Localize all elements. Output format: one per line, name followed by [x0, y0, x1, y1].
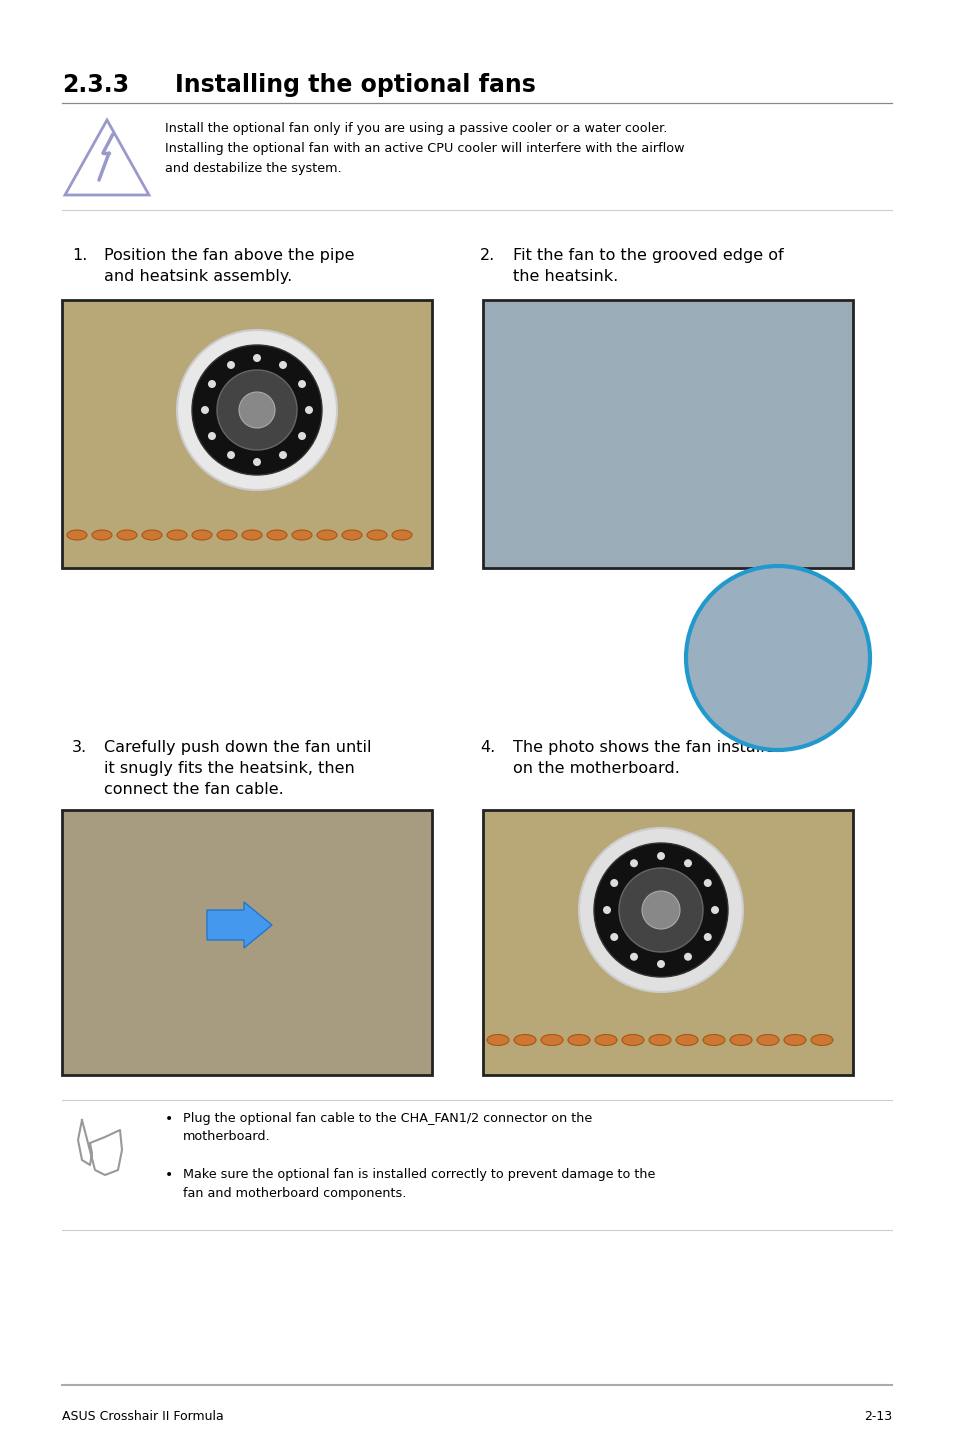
- Text: Install the optional fan only if you are using a passive cooler or a water coole: Install the optional fan only if you are…: [165, 122, 667, 135]
- Ellipse shape: [810, 1034, 832, 1045]
- Ellipse shape: [486, 1034, 509, 1045]
- Circle shape: [703, 879, 711, 887]
- Circle shape: [710, 906, 719, 915]
- Ellipse shape: [783, 1034, 805, 1045]
- Circle shape: [239, 393, 274, 429]
- Text: Plug the optional fan cable to the CHA_FAN1/2 connector on the
motherboard.: Plug the optional fan cable to the CHA_F…: [183, 1112, 592, 1143]
- Circle shape: [305, 406, 313, 414]
- Ellipse shape: [267, 531, 287, 541]
- Ellipse shape: [167, 531, 187, 541]
- FancyArrow shape: [207, 902, 272, 948]
- Text: Fit the fan to the grooved edge of
the heatsink.: Fit the fan to the grooved edge of the h…: [513, 247, 782, 283]
- Circle shape: [201, 406, 209, 414]
- Circle shape: [278, 452, 287, 459]
- Text: Carefully push down the fan until
it snugly fits the heatsink, then
connect the : Carefully push down the fan until it snu…: [104, 741, 371, 797]
- Bar: [62, 301, 432, 568]
- Circle shape: [192, 345, 322, 475]
- Circle shape: [629, 953, 638, 961]
- Ellipse shape: [67, 531, 87, 541]
- Circle shape: [703, 933, 711, 940]
- Text: 1.: 1.: [71, 247, 88, 263]
- Text: 2-13: 2-13: [863, 1411, 891, 1424]
- Circle shape: [683, 860, 691, 867]
- Ellipse shape: [341, 531, 361, 541]
- Circle shape: [177, 329, 336, 490]
- Circle shape: [610, 933, 618, 940]
- Circle shape: [297, 431, 306, 440]
- Circle shape: [253, 457, 261, 466]
- Ellipse shape: [292, 531, 312, 541]
- Circle shape: [278, 361, 287, 370]
- Ellipse shape: [216, 531, 236, 541]
- Ellipse shape: [316, 531, 336, 541]
- Text: and destabilize the system.: and destabilize the system.: [165, 162, 341, 175]
- Circle shape: [227, 452, 234, 459]
- Text: 2.3.3: 2.3.3: [62, 73, 129, 96]
- Bar: [62, 810, 432, 1076]
- Text: The photo shows the fan installed
on the motherboard.: The photo shows the fan installed on the…: [513, 741, 784, 777]
- Circle shape: [594, 843, 727, 976]
- Circle shape: [216, 370, 296, 450]
- Circle shape: [629, 860, 638, 867]
- Text: Position the fan above the pipe
and heatsink assembly.: Position the fan above the pipe and heat…: [104, 247, 355, 283]
- Text: 3.: 3.: [71, 741, 87, 755]
- Circle shape: [657, 851, 664, 860]
- Circle shape: [657, 961, 664, 968]
- Ellipse shape: [367, 531, 387, 541]
- Circle shape: [578, 828, 742, 992]
- Ellipse shape: [514, 1034, 536, 1045]
- Ellipse shape: [242, 531, 262, 541]
- Bar: [482, 301, 852, 568]
- Text: Installing the optional fan with an active CPU cooler will interfere with the ai: Installing the optional fan with an acti…: [165, 142, 684, 155]
- Circle shape: [208, 431, 215, 440]
- Circle shape: [297, 380, 306, 388]
- Ellipse shape: [621, 1034, 643, 1045]
- Ellipse shape: [540, 1034, 562, 1045]
- Ellipse shape: [595, 1034, 617, 1045]
- Ellipse shape: [192, 531, 212, 541]
- Circle shape: [683, 953, 691, 961]
- Text: Installing the optional fans: Installing the optional fans: [174, 73, 536, 96]
- Bar: [482, 810, 852, 1076]
- Circle shape: [685, 567, 869, 751]
- Ellipse shape: [392, 531, 412, 541]
- Ellipse shape: [729, 1034, 751, 1045]
- Ellipse shape: [91, 531, 112, 541]
- Circle shape: [227, 361, 234, 370]
- Ellipse shape: [702, 1034, 724, 1045]
- Ellipse shape: [117, 531, 137, 541]
- Text: •: •: [165, 1112, 173, 1126]
- Text: 4.: 4.: [479, 741, 495, 755]
- Circle shape: [208, 380, 215, 388]
- Text: 2.: 2.: [479, 247, 495, 263]
- Text: Make sure the optional fan is installed correctly to prevent damage to the
fan a: Make sure the optional fan is installed …: [183, 1168, 655, 1199]
- Circle shape: [641, 892, 679, 929]
- Ellipse shape: [142, 531, 162, 541]
- Text: •: •: [165, 1168, 173, 1182]
- Circle shape: [602, 906, 610, 915]
- Ellipse shape: [757, 1034, 779, 1045]
- Circle shape: [253, 354, 261, 362]
- Text: ASUS Crosshair II Formula: ASUS Crosshair II Formula: [62, 1411, 224, 1424]
- Ellipse shape: [648, 1034, 670, 1045]
- Circle shape: [610, 879, 618, 887]
- Circle shape: [618, 869, 702, 952]
- Ellipse shape: [676, 1034, 698, 1045]
- Ellipse shape: [567, 1034, 589, 1045]
